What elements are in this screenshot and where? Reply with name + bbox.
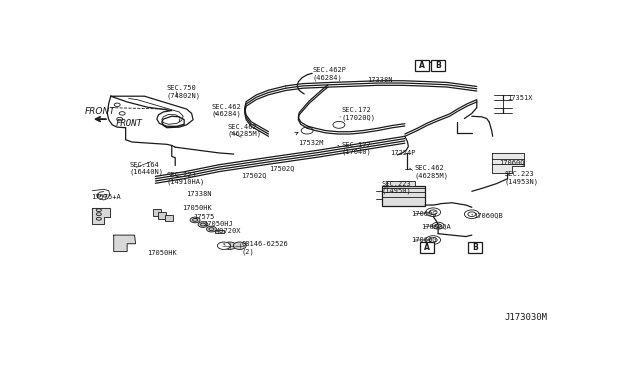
Bar xyxy=(420,242,434,253)
Text: 17050HK: 17050HK xyxy=(182,205,211,211)
Text: A: A xyxy=(419,61,425,70)
Text: SEC.223
(14910HA): SEC.223 (14910HA) xyxy=(167,172,205,186)
Text: SEC.750
(74802N): SEC.750 (74802N) xyxy=(167,85,201,99)
Text: 17050HK: 17050HK xyxy=(147,250,177,256)
Text: 17502Q: 17502Q xyxy=(269,166,295,171)
Text: 17060QB: 17060QB xyxy=(473,212,502,218)
Bar xyxy=(387,181,415,186)
Text: 17575+A: 17575+A xyxy=(91,194,121,200)
Circle shape xyxy=(207,226,216,232)
Text: 17060Q: 17060Q xyxy=(499,160,525,166)
Bar xyxy=(431,60,445,71)
Circle shape xyxy=(190,217,200,223)
Text: 3: 3 xyxy=(222,243,226,248)
Text: B: B xyxy=(435,61,441,70)
Bar xyxy=(165,215,173,221)
Circle shape xyxy=(333,121,345,128)
Text: 17502Q: 17502Q xyxy=(241,172,267,178)
Bar xyxy=(381,186,425,206)
Bar xyxy=(468,242,482,253)
Bar xyxy=(215,230,224,232)
Text: SEC.164
(16440N): SEC.164 (16440N) xyxy=(129,161,164,175)
Text: A: A xyxy=(424,243,429,252)
Text: J173030M: J173030M xyxy=(504,313,547,322)
Circle shape xyxy=(432,222,444,229)
Circle shape xyxy=(218,242,230,250)
Text: 17575: 17575 xyxy=(193,214,214,220)
Circle shape xyxy=(233,242,246,250)
Text: B: B xyxy=(472,243,477,252)
Circle shape xyxy=(223,242,236,250)
Text: 17060G: 17060G xyxy=(412,211,437,217)
Text: SEC.462
(46285M): SEC.462 (46285M) xyxy=(228,124,262,137)
Circle shape xyxy=(426,236,440,244)
Circle shape xyxy=(465,210,479,218)
Text: FRONT: FRONT xyxy=(116,119,143,128)
Text: SEC.172
(17040): SEC.172 (17040) xyxy=(342,142,372,155)
Text: 08146-62526
(2): 08146-62526 (2) xyxy=(241,241,288,255)
Text: SEC.462
(46284): SEC.462 (46284) xyxy=(211,104,241,117)
Circle shape xyxy=(426,208,440,217)
Bar xyxy=(158,212,166,218)
Polygon shape xyxy=(492,154,524,173)
Bar xyxy=(153,209,161,216)
Text: SEC.223
(14953N): SEC.223 (14953N) xyxy=(504,171,538,185)
Text: 49720X: 49720X xyxy=(216,228,241,234)
Text: SEC.462P
(46284): SEC.462P (46284) xyxy=(312,67,346,81)
Polygon shape xyxy=(114,235,136,251)
Text: 17532M: 17532M xyxy=(298,141,324,147)
Text: SEC.462
(46285M): SEC.462 (46285M) xyxy=(415,166,449,179)
Polygon shape xyxy=(92,208,110,224)
Text: 17338N: 17338N xyxy=(367,77,392,83)
Text: 17351X: 17351X xyxy=(508,94,533,101)
Text: 17060QA: 17060QA xyxy=(421,224,451,230)
Text: 17224P: 17224P xyxy=(390,151,415,157)
Text: 17060G: 17060G xyxy=(412,237,437,243)
Bar xyxy=(415,60,429,71)
Text: SEC.223
(14950): SEC.223 (14950) xyxy=(381,180,412,194)
Text: 17338N: 17338N xyxy=(187,192,212,198)
Text: FRONT: FRONT xyxy=(84,107,115,116)
Circle shape xyxy=(198,222,208,227)
Text: SEC.172
(17020Q): SEC.172 (17020Q) xyxy=(341,107,376,121)
Text: 17050HJ: 17050HJ xyxy=(203,221,233,227)
Circle shape xyxy=(301,127,313,134)
